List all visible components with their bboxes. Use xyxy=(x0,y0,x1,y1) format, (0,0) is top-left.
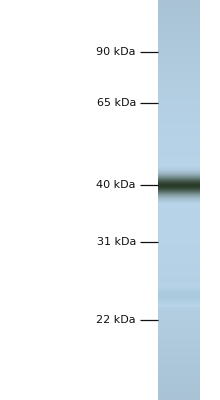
Text: 90 kDa: 90 kDa xyxy=(97,47,136,57)
Text: 65 kDa: 65 kDa xyxy=(97,98,136,108)
Text: 22 kDa: 22 kDa xyxy=(96,315,136,325)
Text: 40 kDa: 40 kDa xyxy=(97,180,136,190)
Text: 31 kDa: 31 kDa xyxy=(97,237,136,247)
